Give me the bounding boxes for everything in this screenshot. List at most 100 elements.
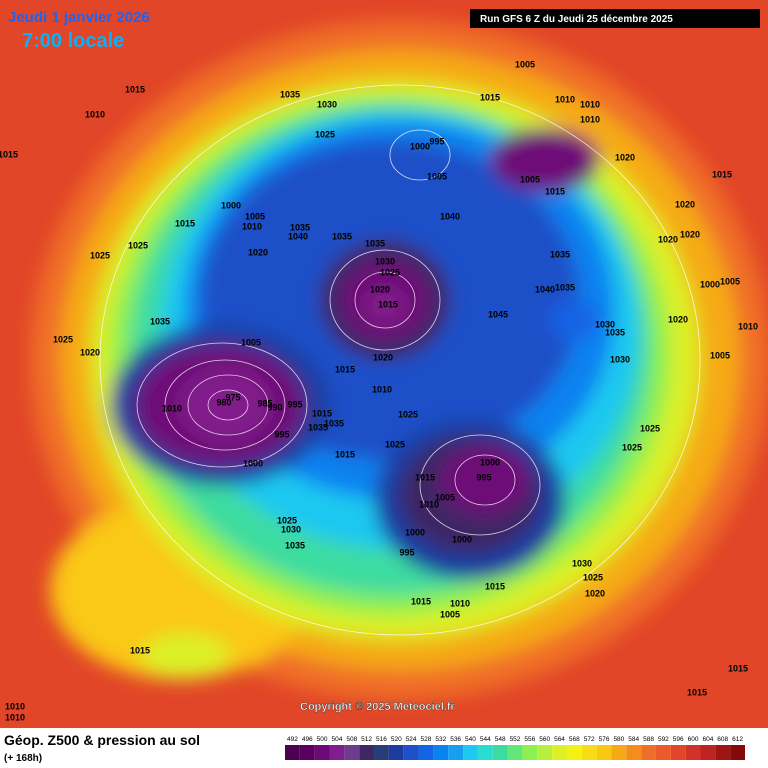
scale-swatch [700,745,716,760]
isobar-label: 1040 [535,284,555,294]
legend-subtitle: (+ 168h) [4,753,42,764]
isobar-label: 1025 [380,267,400,277]
isobar-label: 1000 [480,457,500,467]
isobar-label: 1015 [335,364,355,374]
isobar-label: 1030 [572,558,592,568]
legend-title: Géop. Z500 & pression au sol [4,732,200,748]
isobar-label: 1020 [585,588,605,598]
scale-label: 540 [465,736,476,743]
isobar-label: 1020 [680,229,700,239]
scale-label: 536 [450,736,461,743]
scale-swatch [299,745,315,760]
isobar-label: 1015 [175,218,195,228]
isobar-label: 1005 [435,492,455,502]
isobar-label: 1015 [411,596,431,606]
isobar-label: 1035 [550,249,570,259]
isobar-label: 995 [274,429,289,439]
isobar-label: 1010 [5,701,25,711]
isobar-label: 1035 [290,222,310,232]
isobar-label: 1000 [700,279,720,289]
isobar-label: 985 [257,398,272,408]
isobar-label: 1035 [150,316,170,326]
height-field [30,20,768,700]
scale-label: 532 [435,736,446,743]
isobar-label: 1025 [53,334,73,344]
isobar-label: 1030 [595,319,615,329]
scale-label: 500 [317,736,328,743]
isobar-label: 1035 [324,418,344,428]
isobar-label: 1010 [555,94,575,104]
scale-swatch [566,745,582,760]
isobar-label: 1040 [288,231,308,241]
isobar-label: 1020 [658,234,678,244]
scale-swatch [314,745,330,760]
isobar-label: 1025 [90,250,110,260]
isobar-label: 980 [216,397,231,407]
scale-swatch [581,745,597,760]
isobar-label: 1015 [687,687,707,697]
scale-label: 552 [510,736,521,743]
isobar-label: 1025 [277,515,297,525]
isobar-label: 1005 [520,174,540,184]
scale-label: 588 [643,736,654,743]
scale-label: 556 [524,736,535,743]
scale-label: 572 [584,736,595,743]
isobar-label: 1045 [488,309,508,319]
scale-swatch [388,745,404,760]
date: Jeudi 1 janvier 2026 [8,9,150,26]
scale-swatch [670,745,686,760]
time: 7:00 locale [22,30,124,52]
scale-swatch [537,745,553,760]
scale-swatch [596,745,612,760]
isobar-label: 1030 [281,524,301,534]
scale-label: 508 [346,736,357,743]
isobar-label: 1020 [248,247,268,257]
isobar-label: 995 [429,136,444,146]
isobar-label: 1015 [335,449,355,459]
isobar-label: 1030 [610,354,630,364]
scale-swatch [552,745,567,760]
isobar-label: 1010 [580,99,600,109]
isobar-label: 1020 [668,314,688,324]
isobar-label: 1020 [80,347,100,357]
isobar-label: 1025 [583,572,603,582]
isobars [99,84,701,636]
scale-label: 564 [554,736,565,743]
isobar-label: 1000 [410,141,430,151]
scale-swatch [403,745,419,760]
scale-swatch [285,745,300,760]
isobar-label: 1010 [580,114,600,124]
scale-label: 516 [376,736,387,743]
scale-swatch [611,745,627,760]
isobar-label: 1020 [675,199,695,209]
scale-label: 512 [361,736,372,743]
scale-label: 584 [628,736,639,743]
scale-label: 608 [717,736,728,743]
isobar-label: 1020 [615,152,635,162]
isobar-label: 1035 [280,89,300,99]
scale-swatch [641,745,656,760]
isobar-label: 1025 [128,240,148,250]
isobar-label: 1025 [315,129,335,139]
scale-label: 580 [613,736,624,743]
scale-label: 592 [658,736,669,743]
scale-label: 600 [688,736,699,743]
copyright: Copyright © 2025 Meteociel.fr [300,701,456,713]
isobar-label: 1000 [221,200,241,210]
isobar-label: 1020 [373,352,393,362]
isobar-label: 1025 [640,423,660,433]
scale-label: 544 [480,736,491,743]
isobar-label: 1005 [241,337,261,347]
scale-swatch [433,745,449,760]
scale-swatch [507,745,523,760]
scale-label: 520 [391,736,402,743]
isobar-label: 1015 [415,472,435,482]
scale-label: 596 [673,736,684,743]
isobar-label: 1035 [605,327,625,337]
isobar-label: 1030 [375,256,395,266]
scale-swatch [463,745,478,760]
scale-label: 612 [732,736,743,743]
isobar-label: 995 [287,399,302,409]
